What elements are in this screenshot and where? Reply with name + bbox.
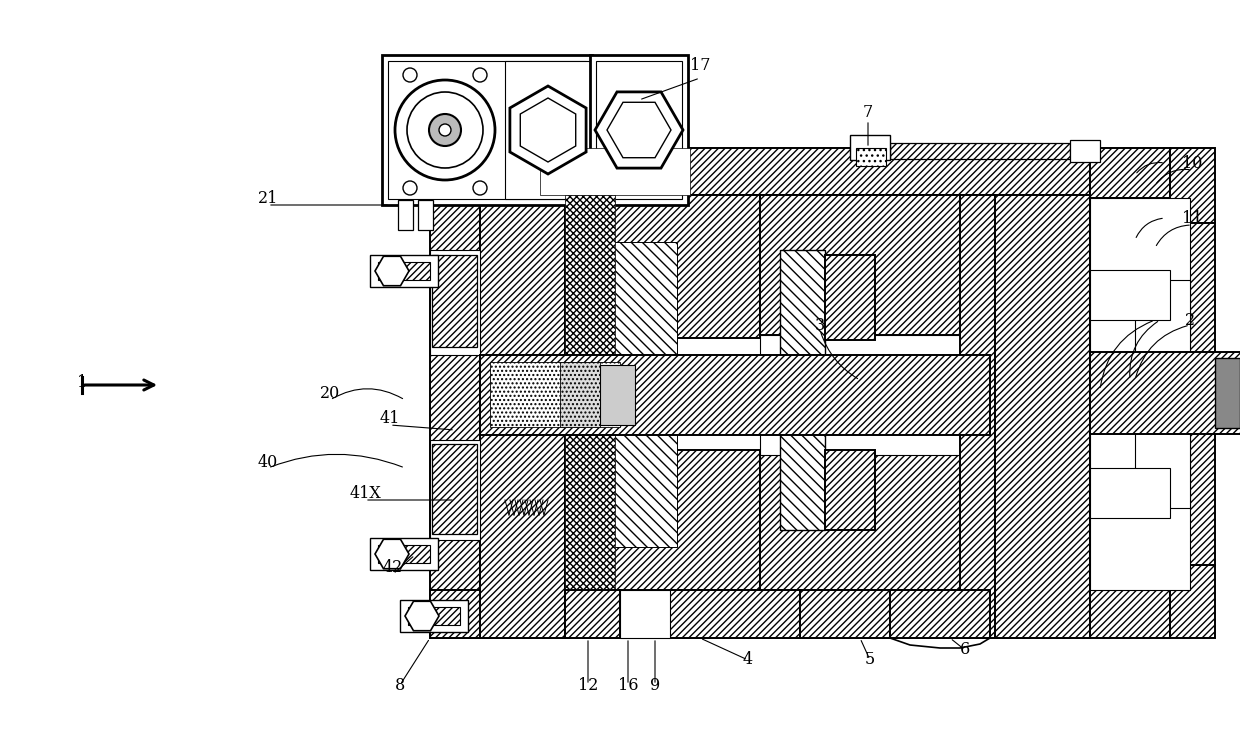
Text: 10: 10 (1182, 155, 1203, 171)
Polygon shape (398, 200, 413, 230)
Polygon shape (1135, 508, 1190, 568)
Text: 9: 9 (650, 676, 660, 693)
Polygon shape (620, 590, 670, 638)
Polygon shape (1090, 270, 1171, 320)
Polygon shape (825, 450, 875, 530)
Polygon shape (780, 250, 825, 530)
Polygon shape (1090, 590, 1171, 638)
Polygon shape (1215, 358, 1240, 428)
Polygon shape (856, 148, 887, 166)
Polygon shape (572, 242, 677, 547)
Polygon shape (1135, 280, 1190, 508)
Text: 20: 20 (320, 384, 340, 402)
Polygon shape (490, 362, 620, 427)
Polygon shape (430, 250, 480, 355)
Circle shape (403, 68, 417, 82)
Polygon shape (505, 61, 590, 199)
Polygon shape (430, 148, 480, 638)
Text: 4: 4 (743, 652, 753, 669)
Text: 2: 2 (1185, 311, 1195, 328)
Polygon shape (370, 538, 438, 570)
Polygon shape (430, 590, 1090, 638)
Polygon shape (374, 539, 409, 568)
Polygon shape (960, 195, 994, 638)
Text: 42: 42 (383, 559, 403, 575)
Polygon shape (565, 450, 760, 638)
Text: 40: 40 (258, 453, 278, 470)
Text: 5: 5 (864, 652, 875, 669)
Circle shape (439, 124, 451, 136)
Polygon shape (1171, 148, 1215, 223)
Polygon shape (990, 148, 1090, 638)
Polygon shape (560, 362, 600, 427)
Polygon shape (620, 590, 800, 638)
Text: 3: 3 (815, 316, 825, 334)
Polygon shape (1135, 220, 1190, 280)
Circle shape (429, 114, 461, 146)
Polygon shape (565, 590, 620, 638)
Polygon shape (1090, 198, 1190, 590)
Text: 8: 8 (394, 676, 405, 693)
Circle shape (472, 68, 487, 82)
Polygon shape (760, 195, 990, 335)
Polygon shape (388, 61, 587, 199)
Polygon shape (596, 61, 682, 199)
Polygon shape (595, 92, 683, 168)
Polygon shape (1070, 140, 1100, 162)
Text: 7: 7 (863, 103, 873, 120)
Polygon shape (1090, 198, 1135, 590)
Polygon shape (565, 195, 615, 638)
Polygon shape (600, 365, 635, 425)
Polygon shape (480, 195, 565, 638)
Polygon shape (432, 444, 477, 534)
Polygon shape (590, 55, 688, 205)
Circle shape (472, 181, 487, 195)
Polygon shape (825, 255, 875, 340)
Polygon shape (408, 607, 460, 625)
Polygon shape (1171, 565, 1215, 638)
Polygon shape (1190, 223, 1215, 565)
Polygon shape (539, 148, 689, 195)
Text: 6: 6 (960, 642, 970, 658)
Polygon shape (1090, 148, 1171, 198)
Polygon shape (418, 200, 433, 230)
Polygon shape (521, 98, 575, 162)
Polygon shape (849, 135, 890, 160)
Polygon shape (370, 255, 438, 287)
Polygon shape (1090, 352, 1240, 434)
Polygon shape (430, 440, 480, 540)
Text: 17: 17 (689, 57, 711, 73)
Polygon shape (890, 590, 990, 638)
Polygon shape (760, 455, 990, 638)
Polygon shape (510, 86, 587, 174)
Polygon shape (1090, 468, 1171, 518)
Polygon shape (890, 143, 1070, 159)
Polygon shape (480, 355, 990, 435)
Circle shape (396, 80, 495, 180)
Text: 41: 41 (379, 409, 401, 426)
Polygon shape (432, 255, 477, 347)
Text: 41X: 41X (350, 485, 381, 501)
Text: 1: 1 (77, 373, 87, 390)
Polygon shape (378, 545, 430, 563)
Polygon shape (565, 195, 760, 338)
Polygon shape (401, 600, 467, 632)
Polygon shape (760, 335, 990, 455)
Text: 12: 12 (578, 676, 598, 693)
Polygon shape (800, 590, 890, 638)
Circle shape (403, 181, 417, 195)
Circle shape (407, 92, 484, 168)
Polygon shape (430, 148, 1090, 195)
Text: 11: 11 (1182, 209, 1203, 227)
Text: 16: 16 (618, 676, 639, 693)
Polygon shape (374, 257, 409, 286)
Polygon shape (405, 601, 439, 631)
Polygon shape (378, 262, 430, 280)
Polygon shape (608, 102, 671, 158)
Text: 21: 21 (258, 189, 278, 206)
Polygon shape (382, 55, 591, 205)
